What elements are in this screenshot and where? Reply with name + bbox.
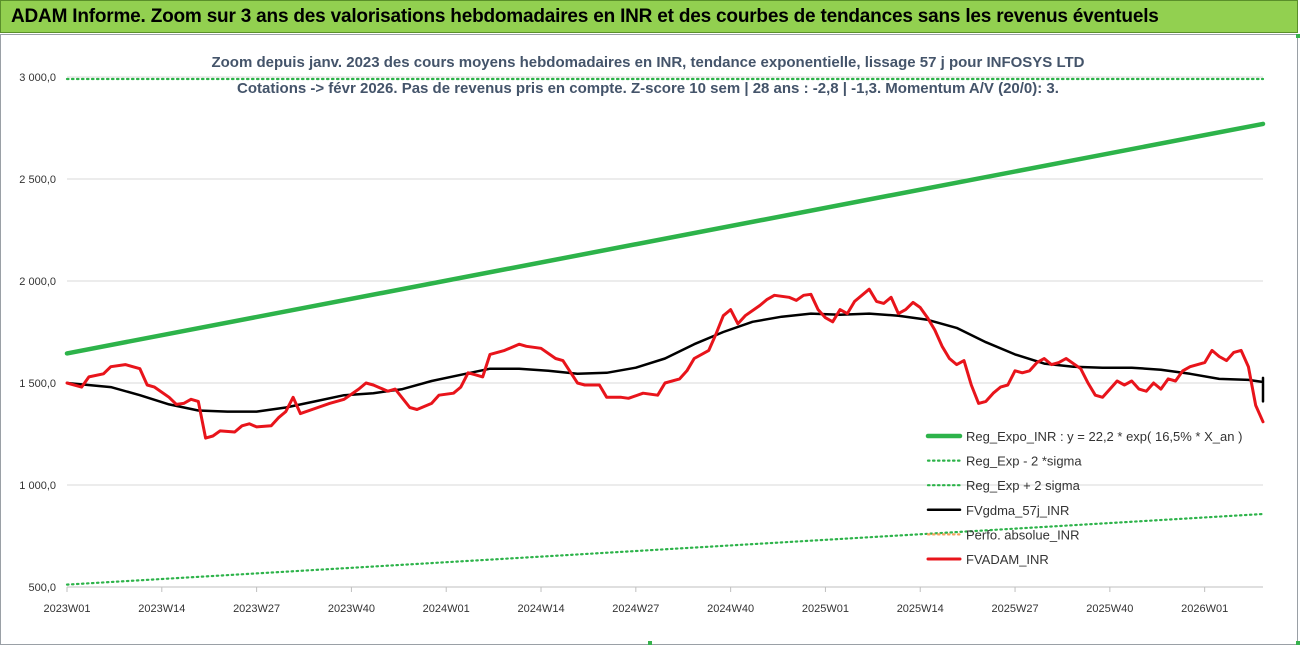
legend-label: Reg_Exp - 2 *sigma (966, 454, 1082, 469)
resize-handle[interactable] (1296, 641, 1300, 645)
chart-title: Zoom depuis janv. 2023 des cours moyens … (211, 54, 1084, 71)
series-line-3 (65, 312, 1265, 413)
y-tick-label: 2 500,0 (19, 174, 56, 186)
x-tick-label: 2025W27 (992, 603, 1039, 615)
legend-label: Reg_Expo_INR : y = 22,2 * exp( 16,5% * X… (966, 429, 1242, 444)
series-group (64, 77, 1266, 586)
y-tick-label: 1 000,0 (19, 480, 56, 492)
x-tick-label: 2024W27 (612, 603, 659, 615)
legend-label: FVADAM_INR (966, 552, 1049, 567)
x-tick-label: 2023W27 (233, 603, 280, 615)
x-tick-label: 2025W40 (1086, 603, 1133, 615)
x-axis: 2023W01 2023W14 2023W27 2023W40 2024W01 2024W… (43, 587, 1228, 615)
y-axis: 3 000,0 2 500,0 2 000,0 1 500,0 1 000,0 500,0 (19, 72, 56, 594)
x-tick-label: 2023W14 (138, 603, 185, 615)
series-line-1 (65, 512, 1265, 586)
x-tick-label: 2024W01 (423, 603, 470, 615)
legend-label: FVgdma_57j_INR (966, 503, 1069, 518)
legend-label: Reg_Exp + 2 sigma (966, 478, 1081, 493)
y-tick-label: 1 500,0 (19, 378, 56, 390)
y-tick-label: 500,0 (28, 582, 56, 594)
x-tick-label: 2026W01 (1181, 603, 1228, 615)
series-line-5 (65, 287, 1265, 440)
series-line-0 (64, 121, 1266, 356)
x-tick-label: 2023W40 (328, 603, 375, 615)
resize-handle[interactable] (648, 641, 652, 645)
x-tick-label: 2024W14 (517, 603, 564, 615)
resize-handle[interactable] (1296, 34, 1300, 38)
legend: Reg_Expo_INR : y = 22,2 * exp( 16,5% * X… (925, 429, 1242, 567)
y-tick-label: 2 000,0 (19, 276, 56, 288)
legend-label: Perfo. absolue_INR (966, 527, 1079, 542)
page-title: ADAM Informe. Zoom sur 3 ans des valoris… (11, 6, 1159, 27)
chart-subtitle: Cotations -> févr 2026. Pas de revenus p… (237, 80, 1059, 97)
x-tick-label: 2025W01 (802, 603, 849, 615)
x-tick-label: 2024W40 (707, 603, 754, 615)
header-bar: ADAM Informe. Zoom sur 3 ans des valoris… (0, 0, 1298, 33)
x-tick-label: 2023W01 (43, 603, 90, 615)
y-tick-label: 3 000,0 (19, 72, 56, 84)
x-tick-label: 2025W14 (897, 603, 944, 615)
gridlines (67, 76, 1263, 588)
